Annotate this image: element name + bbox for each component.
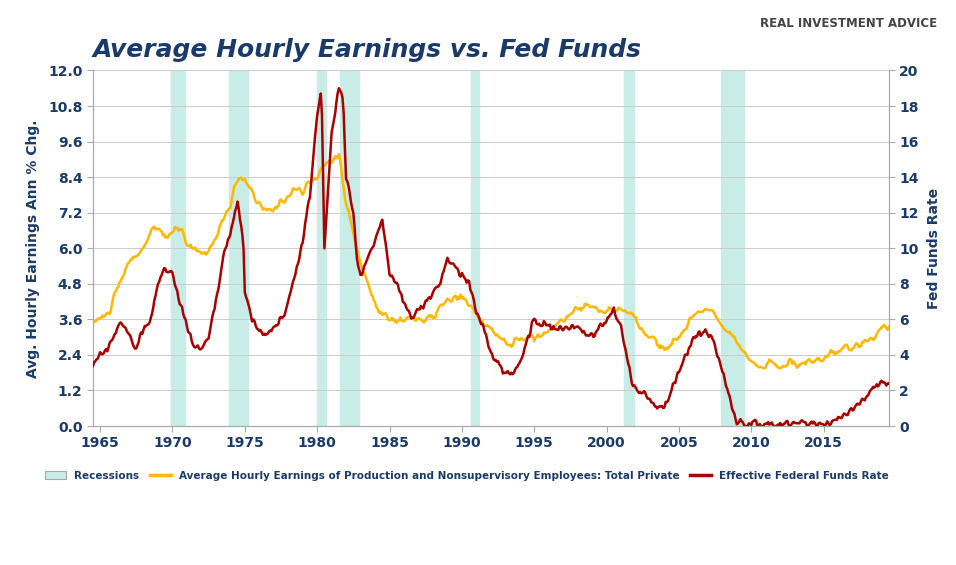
Bar: [340, 71, 359, 426]
Text: REAL INVESTMENT ADVICE: REAL INVESTMENT ADVICE: [760, 17, 937, 30]
Y-axis label: Fed Funds Rate: Fed Funds Rate: [927, 188, 941, 309]
Bar: [317, 71, 326, 426]
Bar: [721, 71, 744, 426]
Bar: [228, 71, 248, 426]
Text: Average Hourly Earnings vs. Fed Funds: Average Hourly Earnings vs. Fed Funds: [93, 38, 641, 62]
Legend: Recessions, Average Hourly Earnings of Production and Nonsupervisory Employees: : Recessions, Average Hourly Earnings of P…: [41, 467, 893, 485]
Bar: [470, 71, 479, 426]
Bar: [624, 71, 634, 426]
Bar: [171, 71, 185, 426]
Y-axis label: Avg. Hourly Earnings Ann % Chg.: Avg. Hourly Earnings Ann % Chg.: [26, 119, 40, 377]
